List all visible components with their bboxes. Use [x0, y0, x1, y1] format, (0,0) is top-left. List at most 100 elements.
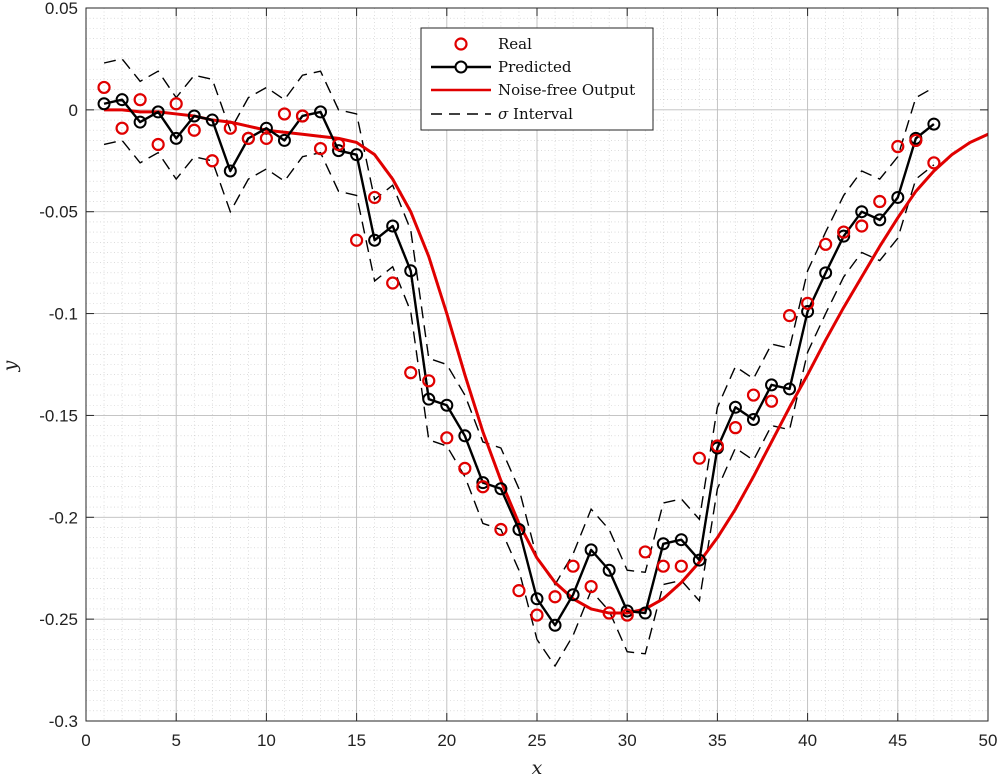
- predicted-point: [891, 190, 905, 204]
- x-tick-label: 30: [618, 731, 637, 750]
- predicted-point: [205, 113, 219, 127]
- predicted-point: [314, 105, 328, 119]
- predicted-point: [512, 523, 526, 537]
- predicted-point: [638, 606, 652, 620]
- predicted-point: [855, 205, 869, 219]
- predicted-point: [927, 117, 941, 131]
- predicted-point: [494, 482, 508, 496]
- x-axis-label: x: [532, 757, 543, 779]
- real-point: [566, 559, 580, 573]
- real-point: [115, 121, 129, 135]
- x-tick-label: 50: [979, 731, 998, 750]
- real-point: [169, 97, 183, 111]
- real-point: [602, 606, 616, 620]
- predicted-point: [746, 413, 760, 427]
- legend-sigma-symbol: σ: [498, 105, 509, 123]
- real-point: [476, 480, 490, 494]
- legend-real-marker: [454, 37, 468, 51]
- predicted-point: [151, 105, 165, 119]
- predicted-point: [837, 229, 851, 243]
- predicted-point: [97, 97, 111, 111]
- legend-sigma-label: σ Interval: [498, 105, 573, 123]
- predicted-point: [728, 400, 742, 414]
- legend-sigma-text: Interval: [513, 105, 573, 123]
- real-point: [331, 137, 346, 152]
- x-tick-label: 5: [171, 731, 180, 750]
- real-point: [259, 131, 273, 145]
- real-point: [404, 366, 418, 380]
- predicted-point: [656, 537, 670, 551]
- real-point: [656, 559, 670, 573]
- predicted-point: [602, 563, 616, 577]
- real-point: [422, 374, 436, 388]
- real-point: [782, 309, 797, 323]
- y-tick-label: -0.1: [49, 305, 78, 324]
- real-point: [223, 121, 237, 135]
- real-point: [458, 461, 472, 475]
- real-point: [241, 131, 255, 145]
- real-point: [620, 608, 634, 622]
- real-point: [133, 93, 147, 107]
- predicted-point: [422, 392, 436, 406]
- real-point: [295, 109, 310, 123]
- y-tick-labels: 0.05 0 -0.05 -0.1 -0.15 -0.2 -0.25 -0.3: [39, 0, 78, 731]
- predicted-point: [801, 305, 815, 319]
- y-tick-label: -0.3: [49, 712, 78, 731]
- predicted-point: [819, 266, 833, 280]
- real-point: [764, 394, 779, 408]
- predicted-point: [332, 144, 346, 158]
- real-point: [800, 296, 815, 310]
- real-point: [837, 225, 851, 239]
- real-point: [927, 156, 941, 170]
- real-point: [313, 141, 328, 156]
- real-point: [151, 137, 165, 152]
- real-point: [97, 80, 111, 95]
- real-point: [855, 219, 869, 233]
- x-tick-label: 20: [437, 731, 456, 750]
- predicted-point: [386, 219, 400, 233]
- predicted-point: [404, 264, 418, 278]
- real-point: [584, 579, 598, 594]
- real-point: [205, 154, 219, 168]
- predicted-point: [548, 618, 562, 632]
- legend-predicted-marker: [454, 60, 468, 74]
- predicted-point: [692, 553, 706, 567]
- x-tick-labels: 0 5 10 15 20 25 30 35 40 45 50: [81, 731, 997, 750]
- predicted-point: [440, 398, 454, 412]
- sigma-lower-bound: [103, 139, 935, 668]
- x-tick-label: 15: [347, 731, 366, 750]
- legend-real-label: Real: [498, 35, 532, 53]
- sigma-upper-bound: [103, 58, 935, 586]
- x-tick-label: 25: [528, 731, 547, 750]
- legend-box: [420, 27, 654, 131]
- predicted-point: [133, 115, 147, 129]
- real-point: [386, 276, 400, 290]
- legend-predicted-label: Predicted: [498, 58, 572, 76]
- x-tick-label: 0: [81, 731, 90, 750]
- real-point: [530, 608, 544, 622]
- predicted-point: [187, 109, 201, 123]
- predicted-point: [368, 233, 382, 247]
- predicted-point: [530, 592, 544, 606]
- real-point: [710, 439, 725, 453]
- predicted-point: [169, 131, 183, 145]
- predicted-point: [476, 476, 490, 490]
- predicted-point: [765, 378, 779, 392]
- y-tick-label: -0.2: [49, 508, 78, 527]
- predicted-point: [350, 148, 364, 162]
- real-point: [440, 431, 454, 445]
- real-point: [873, 194, 887, 209]
- x-tick-label: 45: [888, 731, 907, 750]
- real-point: [674, 559, 688, 573]
- predicted-point: [566, 588, 580, 602]
- real-point: [692, 451, 706, 465]
- real-point: [891, 139, 905, 154]
- predicted-point: [277, 133, 291, 147]
- predicted-point: [873, 213, 887, 227]
- y-tick-label: -0.05: [39, 203, 78, 222]
- axis-ticks: [85, 7, 989, 722]
- y-tick-label: 0.05: [45, 0, 78, 18]
- real-point: [494, 522, 508, 537]
- predicted-point: [223, 164, 237, 178]
- legend: Real Predicted Noise-free Output σ Inter…: [420, 27, 654, 131]
